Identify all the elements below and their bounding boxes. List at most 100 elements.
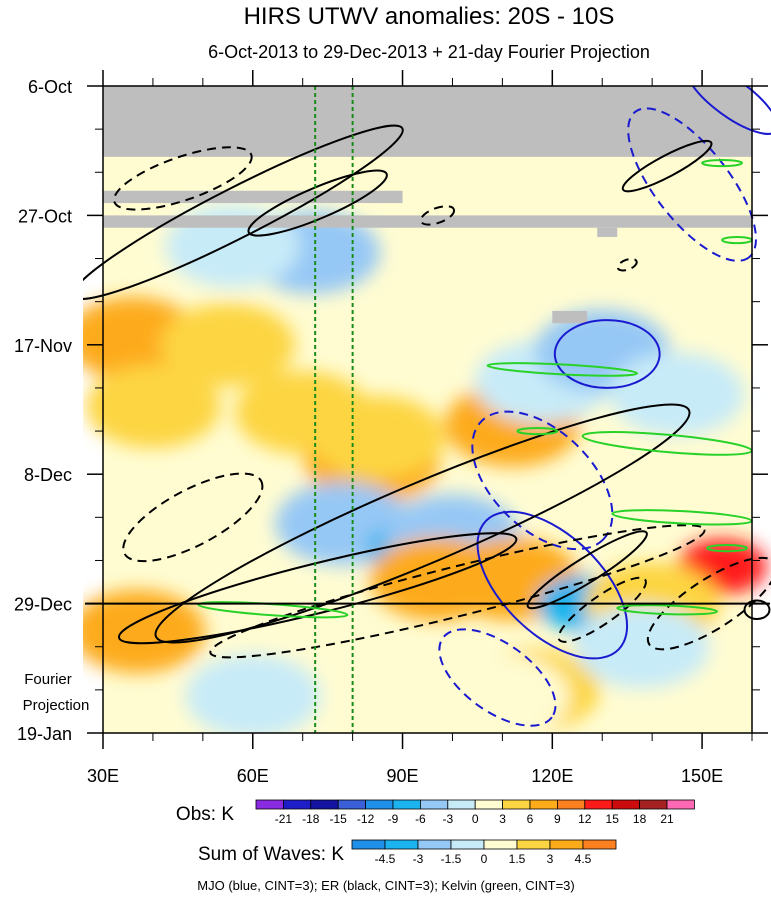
- waves-colorbar-swatch-4: [483, 839, 518, 850]
- waves-colorbar-level-2: -1.5: [441, 852, 462, 866]
- missing-data-layer: [103, 86, 752, 324]
- waves-colorbar-swatch-1: [384, 839, 419, 850]
- kelvin-contour-positive-24: [616, 604, 719, 616]
- obs-colorbar-swatch-12: [584, 799, 613, 810]
- obs-colorbar-swatch-6: [419, 799, 449, 810]
- er-contour-negative-9: [122, 472, 264, 563]
- obs-colorbar-swatch-11: [557, 799, 586, 810]
- obs-colorbar-swatch-4: [365, 799, 394, 810]
- y-tick-label-0: 6-Oct: [28, 77, 72, 97]
- mjo-contour-negative-1: [438, 628, 557, 727]
- er-contour-negative-14: [646, 556, 771, 651]
- obs-colorbar-level-5: -6: [415, 812, 426, 826]
- kelvin-contour-positive-28: [706, 544, 749, 553]
- waves-colorbar-swatch-3: [450, 839, 485, 850]
- x-tick-label-1: 60E: [237, 766, 269, 786]
- anomaly-blob-15: [609, 352, 745, 436]
- obs-colorbar-level-3: -12: [357, 812, 375, 826]
- obs-colorbar-level-10: 9: [554, 812, 561, 826]
- obs-colorbar-swatch-7: [447, 799, 476, 810]
- waves-colorbar: -4.5 -3 -1.5 0 1.5 3 4.5: [351, 839, 617, 866]
- missing-data-band-0: [103, 86, 752, 157]
- plot-frame: [102, 85, 753, 734]
- obs-colorbar-swatch-2: [310, 799, 339, 810]
- y-tick-label-2: 17-Nov: [14, 336, 72, 356]
- missing-data-band-2: [103, 215, 752, 228]
- obs-colorbar-level-4: -9: [388, 812, 399, 826]
- obs-colorbar: -21 -18 -15 -12 -9 -6 -3 0 3 6 9 12 15 18 21: [255, 799, 695, 826]
- er-contour-positive-8: [247, 169, 388, 237]
- waves-colorbar-swatch-0: [351, 839, 386, 850]
- chart-subtitle: 6-Oct-2013 to 29-Dec-2013 + 21-day Fouri…: [208, 42, 650, 62]
- x-tick-label-3: 120E: [531, 766, 573, 786]
- obs-colorbar-swatch-13: [611, 799, 641, 810]
- anomaly-field: [83, 204, 767, 733]
- obs-colorbar-level-8: 3: [499, 812, 506, 826]
- obs-colorbar-level-13: 18: [633, 812, 647, 826]
- er-contour-positive-10: [154, 403, 691, 644]
- waves-colorbar-level-3: 0: [481, 852, 488, 866]
- waves-colorbar-swatch-7: [582, 839, 617, 850]
- mjo-contour-negative-4: [627, 107, 757, 262]
- er-contour-negative-15: [557, 576, 647, 643]
- mjo-contour-positive-3: [476, 510, 629, 660]
- waves-colorbar-level-0: -4.5: [375, 852, 396, 866]
- kelvin-contour-positive-20: [486, 362, 639, 377]
- obs-colorbar-swatch-3: [337, 799, 367, 810]
- er-contour-positive-13: [526, 530, 648, 610]
- er-contour-positive-18: [743, 599, 771, 621]
- mjo-contour-positive-5: [685, 86, 771, 135]
- waves-colorbar-level-1: -3: [413, 852, 424, 866]
- axes: 6-Oct 27-Oct 17-Nov 8-Dec 29-Dec 19-Jan 30E 60E…: [14, 70, 768, 786]
- missing-data-band-3: [597, 227, 618, 237]
- obs-colorbar-swatch-0: [255, 799, 284, 810]
- obs-colorbar-swatch-8: [474, 799, 504, 810]
- er-contour-negative-6: [113, 146, 253, 211]
- mjo-contour-negative-2: [471, 410, 614, 551]
- obs-colorbar-swatch-5: [392, 799, 421, 810]
- forecast-label-line1: Fourier: [24, 671, 72, 688]
- waves-colorbar-level-5: 3: [547, 852, 554, 866]
- er-contour-negative-17: [419, 205, 456, 226]
- anomaly-blob-3: [160, 303, 296, 387]
- waves-colorbar-swatch-2: [417, 839, 452, 850]
- kelvin-contour-positive-25: [701, 158, 744, 168]
- obs-colorbar-level-12: 15: [606, 812, 620, 826]
- obs-colorbar-swatch-1: [282, 799, 312, 810]
- obs-colorbar-swatch-14: [639, 799, 668, 810]
- footer-caption: MJO (blue, CINT=3); ER (black, CINT=3); …: [197, 878, 574, 893]
- kelvin-contour-positive-27: [516, 426, 559, 436]
- obs-colorbar-swatch-9: [502, 799, 531, 810]
- x-tick-label-4: 150E: [681, 766, 723, 786]
- obs-colorbar-swatch-10: [529, 799, 558, 810]
- er-contour-positive-16: [621, 139, 713, 193]
- y-tick-label-4: 29-Dec: [14, 595, 72, 615]
- obs-colorbar-level-6: -3: [442, 812, 453, 826]
- waves-colorbar-swatch-5: [516, 839, 551, 850]
- anomaly-blob-2: [85, 364, 221, 449]
- anomaly-blob-8: [310, 395, 445, 479]
- anomaly-blob-23: [574, 605, 710, 689]
- y-tick-label-5: 19-Jan: [17, 724, 72, 744]
- obs-colorbar-level-7: 0: [472, 812, 479, 826]
- plot-area: [83, 86, 771, 733]
- waves-colorbar-level-4: 1.5: [509, 852, 526, 866]
- chart-title: HIRS UTWV anomalies: 20S - 10S: [244, 3, 615, 30]
- waves-colorbar-swatch-6: [549, 839, 584, 850]
- er-contour-positive-12: [117, 532, 518, 645]
- obs-colorbar-level-1: -18: [302, 812, 320, 826]
- anomaly-blob-24: [185, 654, 321, 733]
- er-contour-negative-19: [616, 257, 638, 272]
- forecast-label-line2: Projection: [23, 697, 90, 714]
- missing-data-band-4: [552, 310, 588, 324]
- obs-colorbar-level-11: 12: [578, 812, 592, 826]
- missing-data-band-1: [103, 190, 403, 204]
- obs-colorbar-swatch-15: [666, 799, 695, 810]
- obs-colorbar-level-14: 21: [660, 812, 674, 826]
- x-tick-label-0: 30E: [87, 766, 119, 786]
- waves-colorbar-label: Sum of Waves: K: [198, 844, 344, 865]
- obs-colorbar-label: Obs: K: [176, 804, 234, 825]
- obs-colorbar-level-0: -21: [275, 812, 293, 826]
- mjo-contour-positive-0: [553, 319, 661, 389]
